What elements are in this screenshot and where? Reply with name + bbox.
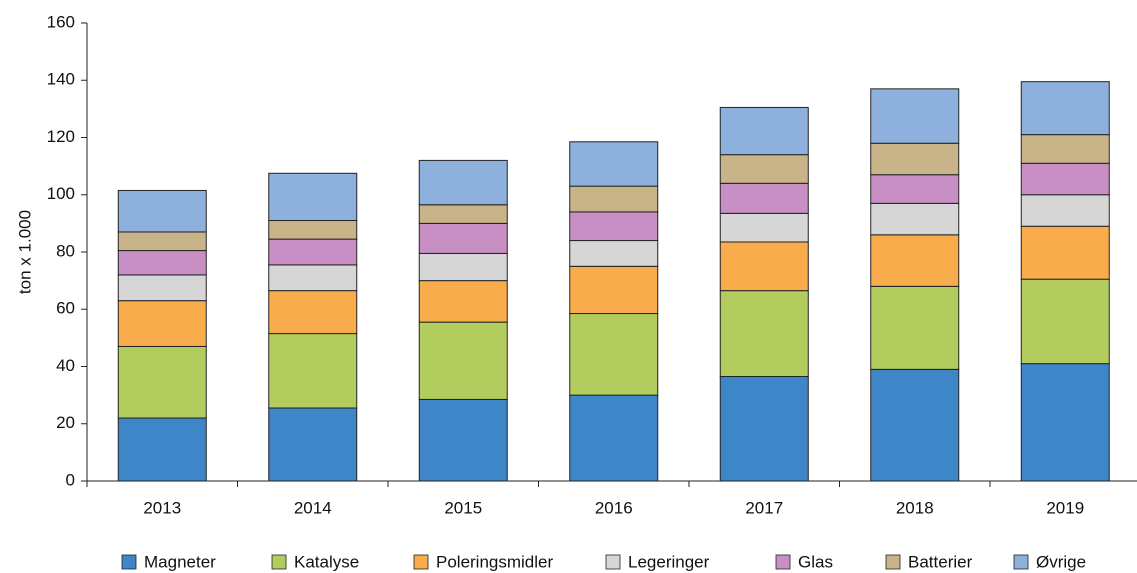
legend-swatch (1013, 554, 1029, 570)
y-tick-label: 40 (56, 356, 75, 375)
x-tick-label: 2017 (745, 498, 783, 517)
x-tick-label: 2019 (1046, 498, 1084, 517)
legend-swatch (885, 554, 901, 570)
bar-segment (719, 106, 809, 156)
bar-segment (719, 212, 809, 243)
bar-segment (418, 280, 508, 323)
y-tick-label: 100 (47, 184, 75, 203)
y-axis-label: ton x 1.000 (15, 210, 34, 294)
bar-segment (268, 264, 358, 292)
bar-segment (268, 333, 358, 409)
bar-segment (117, 274, 207, 302)
bar-segment (569, 141, 659, 187)
bar-segment (117, 417, 207, 482)
bar-segment (870, 142, 960, 176)
x-tick-label: 2015 (444, 498, 482, 517)
bar-segment (268, 290, 358, 335)
legend-label: Katalyse (294, 552, 359, 571)
bar-segment (870, 174, 960, 204)
y-tick-label: 160 (47, 12, 75, 31)
bar-segment (117, 189, 207, 233)
bar-segment (870, 285, 960, 370)
bar-segment (117, 231, 207, 252)
bar-segment (268, 220, 358, 240)
legend-label: Batterier (908, 552, 973, 571)
bar-segment (1020, 134, 1110, 164)
bar-segment (117, 345, 207, 419)
bar-segment (1020, 225, 1110, 280)
bar-segment (418, 321, 508, 400)
bar-segment (268, 407, 358, 482)
bar-segment (418, 204, 508, 224)
y-tick-label: 20 (56, 413, 75, 432)
bar-segment (870, 368, 960, 482)
bar-segment (418, 159, 508, 206)
bar-segment (569, 185, 659, 213)
bar-segment (1020, 81, 1110, 136)
bar-segment (1020, 363, 1110, 482)
bar-segment (569, 211, 659, 242)
bar-segment (569, 265, 659, 315)
y-tick-label: 120 (47, 127, 75, 146)
legend-swatch (605, 554, 621, 570)
y-tick-label: 80 (56, 241, 75, 260)
bar-segment (418, 252, 508, 282)
bar-segment (418, 398, 508, 482)
bar-segment (1020, 194, 1110, 227)
legend-label: Magneter (144, 552, 216, 571)
x-tick-label: 2016 (595, 498, 633, 517)
bar-segment (719, 154, 809, 184)
legend-swatch (271, 554, 287, 570)
bar-segment (719, 241, 809, 292)
y-tick-label: 0 (66, 470, 75, 489)
legend-swatch (121, 554, 137, 570)
legend-label: Øvrige (1036, 552, 1086, 571)
bar-segment (1020, 278, 1110, 365)
bar-segment (719, 376, 809, 482)
legend-swatch (775, 554, 791, 570)
bar-segment (418, 222, 508, 254)
legend-label: Glas (798, 552, 833, 571)
bar-segment (870, 234, 960, 287)
x-tick-label: 2018 (896, 498, 934, 517)
bar-segment (569, 313, 659, 396)
y-tick-label: 60 (56, 299, 75, 318)
x-tick-label: 2014 (294, 498, 332, 517)
legend-swatch (413, 554, 429, 570)
bar-segment (870, 88, 960, 144)
bar-segment (719, 182, 809, 214)
x-tick-label: 2013 (143, 498, 181, 517)
bar-segment (719, 290, 809, 378)
bar-segment (870, 202, 960, 236)
bar-segment (268, 172, 358, 222)
bar-segment (569, 240, 659, 267)
legend-label: Legeringer (628, 552, 710, 571)
bar-segment (1020, 162, 1110, 196)
bar-segment (569, 394, 659, 482)
bar-segment (268, 238, 358, 266)
bar-segment (117, 250, 207, 276)
y-tick-label: 140 (47, 70, 75, 89)
legend-label: Poleringsmidler (436, 552, 553, 571)
bar-segment (117, 300, 207, 347)
